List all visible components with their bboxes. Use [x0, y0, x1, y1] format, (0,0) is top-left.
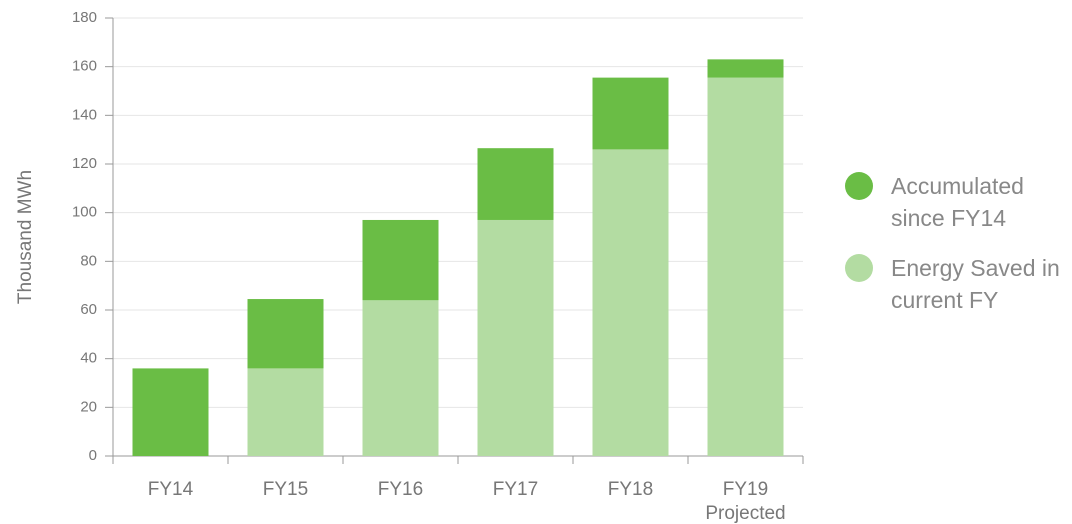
x-tick-label: FY19 Projected — [705, 479, 786, 524]
y-tick-label: 80 — [80, 252, 97, 269]
x-tick-label: FY18 — [607, 479, 654, 500]
bar-segment — [477, 219, 554, 456]
legend-swatch — [845, 254, 873, 282]
legend-swatch — [845, 172, 873, 200]
x-tick-label: FY14 — [147, 479, 194, 500]
y-tick-label: 140 — [72, 106, 97, 123]
y-tick-label: 0 — [89, 447, 97, 464]
x-tick-label: FY17 — [492, 479, 539, 500]
x-tick-label: FY16 — [377, 479, 424, 500]
y-tick-label: 20 — [80, 398, 97, 415]
bar-segment — [362, 219, 439, 301]
bar-segment — [592, 77, 669, 150]
legend-item: Accumulated since FY14 — [845, 170, 1066, 234]
bar-segment — [707, 77, 784, 456]
legend-label: Energy Saved in current FY — [891, 255, 1060, 313]
legend-label: Accumulated since FY14 — [891, 173, 1024, 231]
bar-segment — [247, 299, 324, 369]
y-axis-label: Thousand MWh — [15, 170, 36, 304]
bar-segment — [362, 300, 439, 456]
y-tick-label: 100 — [72, 204, 97, 221]
y-tick-label: 180 — [72, 9, 97, 26]
y-tick-label: 160 — [72, 58, 97, 75]
bar-segment — [707, 59, 784, 78]
y-tick-label: 120 — [72, 155, 97, 172]
x-tick-label: FY15 — [262, 479, 309, 500]
bar-segment — [247, 368, 324, 456]
y-tick-label: 40 — [80, 350, 97, 367]
bar-segment — [477, 148, 554, 220]
bar-segment — [592, 149, 669, 456]
bar-segment — [132, 368, 209, 456]
y-tick-label: 60 — [80, 301, 97, 318]
legend-item: Energy Saved in current FY — [845, 252, 1066, 316]
